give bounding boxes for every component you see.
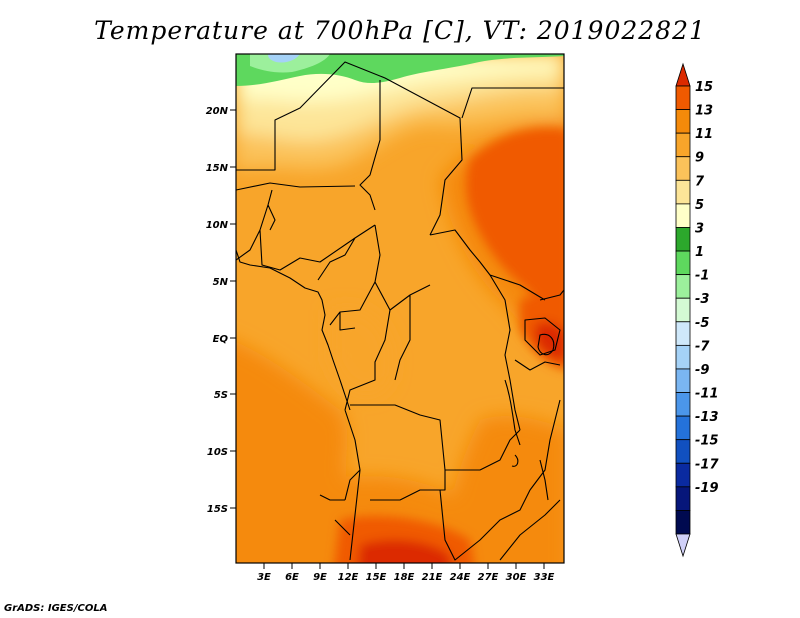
colorbar-label: -19 (695, 481, 719, 496)
coastline (236, 249, 351, 411)
colorbar-swatch (675, 462, 691, 488)
boundary-lines (236, 61, 564, 561)
lon-label-9e: 9E (313, 572, 327, 583)
lon-label-6e: 6E (285, 572, 299, 583)
colorbar-swatch (675, 156, 691, 181)
lon-label-12e: 12E (338, 572, 359, 583)
lat-label-10n: 10N (206, 220, 229, 231)
colorbar-label: -1 (695, 269, 709, 284)
colorbar-label: -5 (695, 316, 709, 331)
colorbar-swatch (675, 368, 691, 393)
grads-credit: GrADS: IGES/COLA (4, 603, 108, 614)
colorbar-label: 3 (695, 221, 704, 236)
lon-labels: 3E 6E 9E 12E 15E 18E 21E 24E 27E 30E 33E (257, 572, 554, 583)
colorbar-swatch (675, 321, 691, 346)
lake-malawi (539, 459, 549, 501)
colorbar-label: -9 (695, 363, 709, 378)
colorbar-swatch (675, 85, 691, 110)
lon-axis (263, 563, 545, 569)
colorbar-label: -3 (695, 292, 709, 307)
colorbar-label: -15 (695, 434, 719, 449)
map-boundaries (236, 61, 564, 561)
lat-label-15s: 15S (207, 504, 228, 515)
lat-label-20n: 20N (206, 106, 229, 117)
colorbar-swatch (675, 250, 691, 276)
colorbar-swatch (675, 132, 691, 158)
lat-label-10s: 10S (207, 447, 228, 458)
lon-label-33e: 33E (534, 572, 555, 583)
colorbar-label: 7 (695, 174, 705, 189)
colorbar-bottom-triangle (675, 533, 691, 558)
lon-label-15e: 15E (366, 572, 387, 583)
colorbar-swatch (675, 415, 691, 441)
colorbar-swatch (675, 344, 691, 370)
field-blue-patch (268, 54, 300, 63)
colorbar-swatch (675, 392, 691, 417)
colorbar-swatch (675, 439, 691, 464)
chart-title: Temperature at 700hPa [C], VT: 201902282… (94, 16, 706, 45)
lon-label-27e: 27E (478, 572, 499, 583)
colorbar-swatch (675, 203, 691, 228)
colorbar-labels: 15 13 11 9 7 5 3 1 -1 -3 -5 -7 -9 -11 -13 -15 -17 -19 (695, 80, 719, 496)
lat-labels: 20N 15N 10N 5N EQ 5S 10S 15S (206, 106, 229, 515)
colorbar-swatch (675, 109, 691, 134)
colorbar-swatch (675, 486, 691, 511)
colorbar-swatch (675, 179, 691, 205)
colorbar-label: -17 (695, 457, 719, 472)
lake-victoria (537, 333, 555, 356)
lon-label-3e: 3E (257, 572, 271, 583)
colorbar-swatch (675, 297, 691, 323)
lon-label-24e: 24E (450, 572, 471, 583)
colorbar-label: -11 (695, 387, 719, 402)
map-frame (235, 53, 565, 564)
colorbar-label: 9 (695, 151, 704, 166)
lon-label-18e: 18E (394, 572, 415, 583)
colorbar-label: -7 (695, 339, 710, 354)
field-hottest-south (358, 539, 451, 563)
colorbar-label: 1 (695, 245, 704, 260)
field-hottest-lakes (535, 322, 564, 361)
colorbar-label: 13 (695, 104, 713, 119)
colorbar-label: 11 (695, 127, 713, 142)
lon-label-21e: 21E (422, 572, 443, 583)
lat-axis (230, 109, 236, 509)
colorbar-swatch (675, 510, 691, 535)
colorbar (675, 62, 691, 558)
lake-bangweulu (511, 454, 519, 467)
lake-tanganyika (504, 379, 521, 446)
colorbar-swatch (675, 227, 691, 252)
temperature-field (236, 54, 564, 563)
lat-label-15n: 15N (206, 163, 229, 174)
lat-label-eq: EQ (213, 334, 229, 345)
field-warm-southeast (441, 415, 564, 563)
colorbar-swatch (675, 274, 691, 299)
lat-label-5n: 5N (213, 277, 229, 288)
lat-label-5s: 5S (214, 390, 228, 401)
lon-label-30e: 30E (506, 572, 527, 583)
colorbar-label: 5 (695, 198, 704, 213)
field-hot-east (466, 128, 564, 316)
colorbar-label: 15 (695, 80, 713, 95)
colorbar-top-triangle (675, 62, 691, 87)
colorbar-label: -13 (695, 410, 719, 425)
